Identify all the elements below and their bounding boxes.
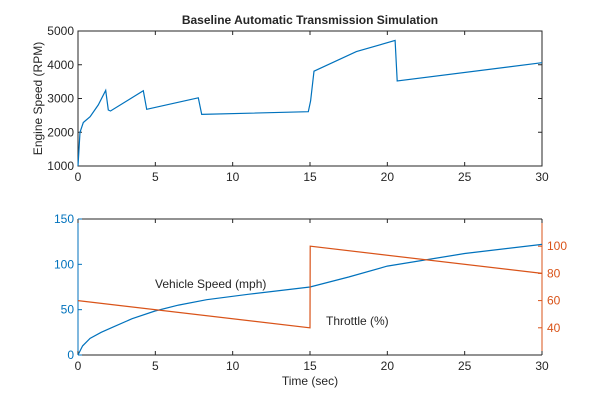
x-tick-label: 20 [381,170,395,184]
y-axis-label: Engine Speed (RPM) [31,42,45,155]
x-tick-label: 15 [303,359,317,373]
x-axis-label: Time (sec) [282,374,338,388]
x-tick-label: 25 [458,359,472,373]
y-tick-label: 150 [54,212,74,226]
y-tick-label: 1000 [47,159,74,173]
axes-1: 0 5 10 15 20 25 30 1000 2000 3000 4000 5000 Baseline… [31,13,549,184]
axes-box [77,30,543,167]
y-tick-label: 100 [54,257,74,271]
annotation-throttle: Throttle (%) [326,314,389,328]
series-line-vehicle-speed-mph- [77,243,543,356]
right-y-tick-label: 40 [547,321,561,335]
right-y-tick-label: 80 [547,266,561,280]
y-tick-label: 2000 [47,125,74,139]
axes-2: 0 5 10 15 20 25 30 0 50 100 150 40 60 80 100 Time (sec)… [54,212,567,388]
x-tick-label: 30 [535,170,549,184]
x-tick-label: 5 [152,359,159,373]
x-tick-label: 15 [303,170,317,184]
annotation-vehicle-speed: Vehicle Speed (mph) [155,277,266,291]
x-tick-label: 25 [458,170,472,184]
x-tick-label: 30 [535,359,549,373]
x-tick-label: 5 [152,170,159,184]
right-y-tick-label: 60 [547,294,561,308]
x-tick-label: 0 [75,170,82,184]
x-tick-label: 10 [226,170,240,184]
chart-title: Baseline Automatic Transmission Simulati… [182,13,438,27]
y-tick-label: 3000 [47,92,74,106]
y-tick-label: 0 [67,348,74,362]
y-tick-label: 50 [61,303,75,317]
series-line-engine-speed [77,39,543,167]
x-tick-label: 0 [75,359,82,373]
right-y-tick-label: 100 [547,239,567,253]
series-line-throttle- [77,245,543,329]
y-tick-label: 4000 [47,58,74,72]
x-tick-label: 10 [226,359,240,373]
x-tick-label: 20 [381,359,395,373]
y-tick-label: 5000 [47,24,74,38]
